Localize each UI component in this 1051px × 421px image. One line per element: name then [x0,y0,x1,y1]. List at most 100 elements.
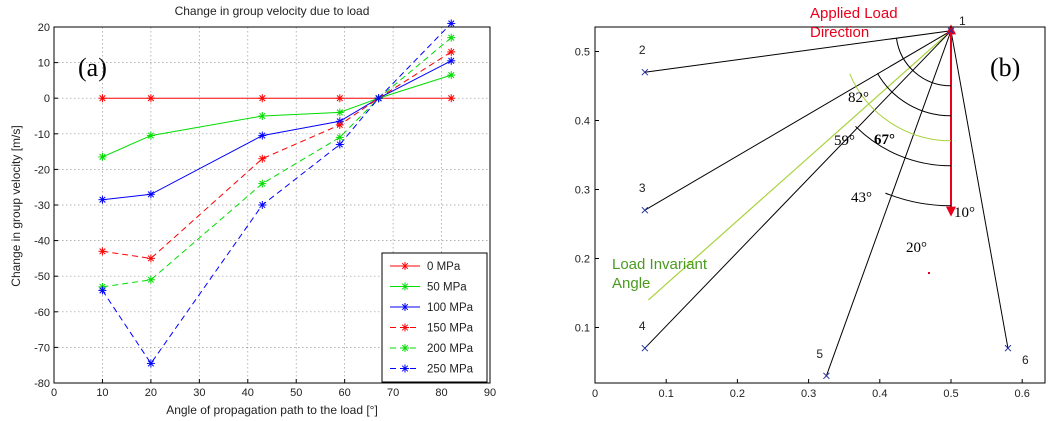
load-arrow-head-bottom [946,206,956,217]
point-label: 2 [639,43,646,57]
data-point [447,19,456,28]
angle-arcs [849,38,952,207]
data-point [258,112,267,120]
data-point [447,56,456,65]
y-tick-label: -60 [34,307,50,319]
series-line-2 [102,60,452,201]
series-line-1 [102,74,452,158]
path-line-5 [825,30,952,376]
angle-10: 10° [954,205,975,221]
y-tick-label-b: 0.5 [575,47,590,59]
chart-title: Change in group velocity due to load [175,4,370,18]
point-marker [641,344,649,352]
data-point [258,154,267,163]
data-point [447,71,456,80]
point-1: 1 [947,14,966,35]
data-point [447,47,456,56]
y-tick-label: -10 [34,129,50,141]
data-point [335,140,344,149]
x-tick-label-b: 0.1 [659,388,674,400]
y-tick-label: -70 [34,342,50,354]
load-invariant-label: Load Invariant [612,256,708,273]
point-label: 1 [959,14,966,28]
data-point [146,254,155,263]
red-dot [928,272,930,274]
legend-label: 50 MPa [427,282,467,294]
x-tick-label: 80 [435,387,447,399]
x-tick-label: 10 [96,387,108,399]
y-tick-label: -80 [34,378,50,390]
y-tick-label-b: 0.3 [575,185,590,197]
panel-b: 0 0.1 0.2 0.3 0.4 0.5 0.6 0.1 0.2 0.3 0.4 0.5 1 2 3 4 5… [575,5,1046,400]
data-point [335,94,344,103]
point-marker [641,206,649,214]
panel-label-a: (a) [78,53,107,82]
data-point [146,359,155,368]
data-point [146,275,155,284]
point-label: 3 [639,181,646,195]
data-point [447,94,456,103]
path-line-3 [644,30,952,211]
arc-20 [885,192,952,207]
data-point [98,94,107,103]
x-tick-label: 50 [290,387,302,399]
y-tick-label: -20 [34,164,50,176]
x-tick-label: 60 [339,387,351,399]
plot-frame-b [594,26,1046,384]
x-axis-label: Angle of propagation path to the load [°… [166,403,378,417]
arc-67 [849,73,952,142]
x-tick-label: 30 [193,387,205,399]
angle-59: 59° [834,133,855,149]
arc-59 [876,73,952,117]
point-5: 5 [816,347,830,380]
legend-box [381,252,488,383]
data-point [98,152,107,161]
y-tick-label: -50 [34,271,50,283]
point-6: 6 [1004,344,1029,367]
series-line-3 [102,51,452,259]
data-point [374,94,383,103]
data-point [258,179,267,188]
data-point [447,33,456,42]
point-label: 4 [639,319,646,333]
legend-marker [401,364,409,373]
path-line-2 [644,30,952,73]
load-arrow-head-top [946,24,956,35]
y-tick-label-b: 0.1 [575,323,590,335]
data-point [146,190,155,199]
data-point [98,195,107,204]
legend-label: 200 MPa [427,343,474,355]
y-tick-label-b: 0.2 [575,254,590,266]
point-marker [641,68,649,76]
point-marker [947,27,955,35]
legend-marker [401,262,409,270]
y-tick-label: -30 [34,200,50,212]
legend-label: 100 MPa [427,302,474,314]
x-tick-label-b: 0.2 [730,388,745,400]
path-line-4 [644,30,952,349]
legend-marker [401,282,409,291]
x-tick-label: 90 [484,387,496,399]
series-lines [98,19,456,368]
plot-frame [53,26,491,384]
point-label: 5 [816,347,823,361]
x-tick-label-b: 0.5 [943,388,958,400]
sensor-points: 1 2 3 4 5 6 [639,14,1029,380]
data-point [335,108,344,117]
legend-marker [401,344,409,352]
x-tick-label: 20 [145,387,157,399]
point-3: 3 [639,181,649,214]
data-point [258,131,267,140]
legend-label: 0 MPa [427,261,461,273]
legend-label: 150 MPa [427,323,474,335]
y-tick-label: 10 [38,58,50,70]
x-tick-label-b: 0.4 [872,388,887,400]
x-tick-label: 70 [387,387,399,399]
load-invariant-label-2: Angle [612,275,650,292]
point-4: 4 [639,319,649,352]
data-point [146,131,155,140]
arc-43 [855,125,952,167]
data-point [335,120,344,129]
legend-label: 250 MPa [427,364,474,376]
